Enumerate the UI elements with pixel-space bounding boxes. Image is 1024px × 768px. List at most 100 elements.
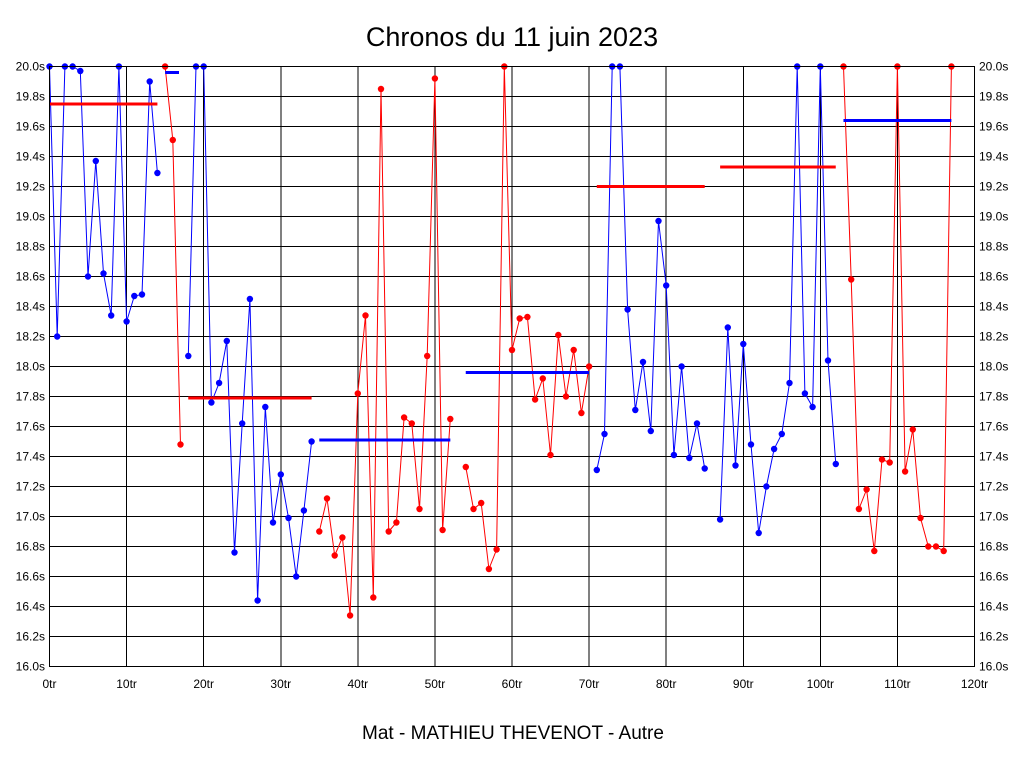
data-point [832, 460, 839, 468]
y-tick-label: 16.8s [16, 540, 45, 554]
y-tick-label-right: 20.0s [979, 60, 1008, 74]
data-point [254, 597, 261, 604]
y-axis-right: 16.0s 16.2s 16.4s 16.6s 16.8s 17.0s 17.2s 17.4s… [979, 60, 1008, 674]
data-point [269, 519, 277, 526]
data-point [277, 471, 284, 478]
data-point [678, 363, 685, 370]
data-point [778, 430, 785, 438]
data-point [393, 519, 400, 526]
data-point [138, 291, 146, 298]
data-point [531, 396, 539, 403]
y-tick-label-right: 19.2s [979, 180, 1008, 194]
y-tick-label-right: 18.6s [979, 270, 1008, 284]
data-point [585, 363, 593, 370]
data-point [886, 459, 893, 466]
data-point [84, 273, 92, 280]
data-point [293, 573, 300, 580]
data-point [670, 451, 678, 459]
data-point [516, 315, 523, 322]
y-tick-label: 16.0s [16, 660, 45, 674]
data-point [570, 346, 577, 354]
y-tick-label: 19.0s [16, 210, 45, 224]
y-tick-label-right: 19.0s [979, 210, 1008, 224]
y-tick-label-right: 18.4s [979, 300, 1008, 314]
data-point [223, 337, 230, 345]
data-point [300, 507, 308, 514]
data-point [246, 295, 254, 303]
data-point [439, 526, 446, 534]
data-point [878, 456, 886, 463]
x-tick-label: 120tr [961, 677, 988, 691]
data-point [801, 390, 809, 397]
data-point [917, 514, 924, 522]
data-point [316, 528, 323, 535]
data-point [786, 379, 793, 387]
y-tick-label-right: 19.6s [979, 120, 1008, 134]
data-point [925, 543, 932, 550]
data-point [909, 426, 916, 433]
x-tick-label: 30tr [270, 677, 291, 691]
data-point [485, 565, 493, 573]
data-point [555, 331, 562, 339]
y-tick-label-right: 19.4s [979, 150, 1008, 164]
data-point [693, 420, 701, 427]
data-point [763, 483, 770, 490]
data-point [131, 292, 138, 300]
data-point [732, 462, 739, 469]
data-point [663, 282, 670, 289]
data-point [331, 552, 338, 559]
data-point [724, 324, 731, 331]
data-point [716, 516, 724, 523]
y-tick-label-right: 18.0s [979, 360, 1008, 374]
data-point [601, 430, 608, 438]
y-tick-label: 17.2s [16, 480, 45, 494]
x-axis: 0tr 10tr 20tr 30tr 40tr 50tr 60tr 70tr 80tr 90tr 1… [42, 677, 988, 691]
x-tick-label: 10tr [116, 677, 137, 691]
data-point [809, 403, 816, 411]
data-point [755, 529, 762, 537]
data-point [824, 357, 832, 364]
data-point [239, 420, 246, 427]
data-point [154, 169, 161, 177]
data-point [508, 346, 516, 354]
data-point [262, 403, 269, 411]
points-layer [46, 63, 955, 619]
mean-lines-layer [49, 71, 952, 442]
data-point [92, 157, 100, 165]
data-point [871, 547, 878, 555]
y-tick-label-right: 16.8s [979, 540, 1008, 554]
data-point [377, 85, 385, 93]
y-tick-label: 18.0s [16, 360, 45, 374]
data-point [624, 306, 631, 313]
data-point [323, 495, 331, 502]
data-point [770, 445, 778, 453]
data-point [416, 505, 423, 513]
data-point [647, 427, 654, 435]
data-point [578, 409, 585, 417]
data-point [339, 534, 346, 541]
y-tick-label: 16.6s [16, 570, 45, 584]
y-tick-label: 18.8s [16, 240, 45, 254]
data-point [539, 375, 546, 382]
y-tick-label: 18.6s [16, 270, 45, 284]
data-point [285, 514, 292, 522]
y-tick-label: 19.4s [16, 150, 45, 164]
data-point [123, 318, 130, 325]
y-tick-label: 19.2s [16, 180, 45, 194]
data-point [901, 468, 909, 475]
series-layer [49, 66, 952, 616]
data-point [208, 399, 215, 406]
y-tick-label-right: 16.6s [979, 570, 1008, 584]
data-point [848, 276, 855, 283]
data-point [424, 352, 431, 360]
y-tick-label-right: 17.2s [979, 480, 1008, 494]
y-tick-label: 16.4s [16, 600, 45, 614]
data-point [54, 333, 61, 340]
data-point [308, 438, 315, 445]
data-point [185, 352, 192, 360]
data-point [593, 466, 600, 474]
y-tick-label: 17.8s [16, 390, 45, 404]
data-point [177, 441, 184, 448]
